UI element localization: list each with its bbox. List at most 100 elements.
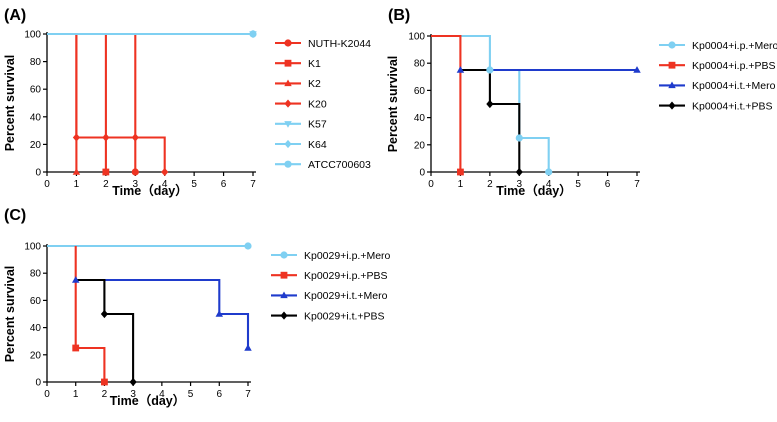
legend-label: Kp0029+i.t.+Mero — [304, 290, 388, 302]
x-tick-label: 7 — [245, 389, 251, 400]
data-point-nuth-k2044 — [131, 168, 139, 176]
legend-label: ATCC700603 — [308, 159, 371, 171]
data-point-k20 — [102, 133, 110, 142]
data-point-kp0029-i-p-pbs — [72, 344, 80, 352]
series-line-kp0004-i-t-pbs — [460, 68, 521, 172]
series-markers-k2 — [72, 168, 81, 175]
legend-entry: K20 — [275, 98, 327, 110]
x-tick-label: 3 — [133, 179, 139, 190]
data-point-kp0029-i-p-pbs — [101, 378, 108, 386]
y-tick-label: 100 — [24, 242, 41, 253]
data-point-kp0004-i-p-mero — [486, 66, 494, 74]
legend-label: K1 — [308, 58, 321, 70]
x-tick-label: 3 — [130, 389, 136, 400]
legend-swatch-marker — [284, 160, 292, 168]
y-tick-label: 40 — [30, 112, 42, 123]
legend-swatch-marker — [668, 61, 676, 69]
legend-entry: Kp0004+i.p.+PBS — [659, 60, 775, 72]
series-line-k2 — [47, 32, 78, 172]
chart-panel-1: (A) 0 20 40 60 80 100 0 1 2 3 4 5 6 7 Time（day） Percent … — [3, 7, 371, 198]
legend: NUTH-K2044 K1 K2 K20 K57 K64 ATCC700603 — [275, 38, 371, 171]
data-point-kp0004-i-t-mero — [456, 66, 465, 73]
legend-entry: K2 — [275, 78, 321, 90]
x-tick-label: 0 — [44, 179, 50, 190]
series-line-nuth-k2044 — [47, 32, 137, 172]
panel-label: (B) — [388, 7, 410, 24]
y-tick-label: 60 — [30, 296, 42, 307]
data-point-k20 — [131, 133, 139, 142]
legend-swatch-marker — [280, 311, 288, 320]
y-tick-label: 0 — [419, 168, 425, 179]
data-point-kp0029-i-t-mero — [244, 344, 252, 351]
legend-swatch-marker — [284, 99, 292, 108]
legend-swatch-marker — [280, 271, 288, 279]
x-tick-label: 7 — [250, 179, 256, 190]
x-axis-label: Time（day） — [110, 393, 186, 408]
data-point-kp0004-i-p-mero — [545, 168, 553, 176]
x-tick-label: 1 — [73, 389, 79, 400]
x-tick-label: 1 — [458, 179, 464, 190]
series-markers-k20 — [72, 133, 169, 177]
legend-label: K20 — [308, 98, 327, 110]
series-line-kp0029-i-p-pbs — [74, 246, 106, 382]
series-markers-kp0004-i-p-mero — [486, 66, 553, 176]
y-tick-label: 100 — [408, 32, 425, 43]
x-tick-label: 4 — [546, 179, 552, 190]
series-markers-kp0004-i-t-pbs — [486, 99, 523, 177]
legend-entry: K1 — [275, 58, 321, 70]
x-tick-label: 2 — [487, 179, 493, 190]
series-markers-kp0029-i-t-mero — [71, 276, 252, 351]
y-tick-label: 80 — [30, 57, 42, 68]
y-tick-label: 40 — [30, 323, 42, 334]
y-tick-label: 0 — [35, 168, 41, 179]
y-tick-label: 40 — [414, 113, 426, 124]
legend-swatch-marker — [284, 39, 292, 47]
series-line-kp0004-i-p-pbs — [431, 34, 462, 172]
data-point-kp0029-i-t-mero — [71, 276, 80, 283]
y-tick-label: 60 — [30, 85, 42, 96]
x-tick-label: 4 — [159, 389, 165, 400]
data-point-kp0029-i-p-mero — [244, 242, 252, 250]
legend-entry: Kp0029+i.p.+PBS — [271, 270, 387, 282]
y-tick-label: 60 — [414, 86, 426, 97]
legend-entry: Kp0004+i.t.+Mero — [659, 80, 776, 92]
legend-swatch-marker — [668, 41, 676, 49]
x-tick-label: 5 — [575, 179, 581, 190]
data-point-kp0029-i-t-pbs — [100, 309, 108, 319]
series-markers-kp0004-i-p-pbs — [457, 168, 464, 176]
x-tick-label: 4 — [162, 179, 168, 190]
data-point-kp0004-i-t-pbs — [515, 167, 523, 177]
legend-label: Kp0004+i.t.+PBS — [692, 100, 773, 112]
x-tick-label: 6 — [221, 179, 227, 190]
series-kp0004-i-t-pbs — [460, 68, 521, 172]
legend-swatch-marker — [284, 121, 292, 128]
legend-entry: Kp0004+i.t.+PBS — [659, 100, 773, 112]
y-axis-label: Percent survival — [3, 55, 17, 152]
series-kp0004-i-p-pbs — [431, 34, 462, 172]
legend-label: NUTH-K2044 — [308, 38, 371, 50]
legend-label: K2 — [308, 78, 321, 90]
series-markers-nuth-k2044 — [131, 168, 139, 176]
data-point-k20 — [161, 167, 169, 177]
legend-entry: ATCC700603 — [275, 159, 371, 171]
legend-entry: K57 — [275, 119, 327, 131]
legend-entry: Kp0029+i.t.+Mero — [271, 290, 388, 302]
series-k2 — [47, 32, 78, 172]
data-point-k1 — [102, 168, 110, 176]
legend-entry: K64 — [275, 139, 327, 151]
y-axis-label: Percent survival — [3, 266, 17, 363]
data-point-kp0029-i-t-mero — [215, 310, 224, 317]
y-tick-label: 80 — [414, 59, 426, 70]
legend-label: Kp0004+i.t.+Mero — [692, 80, 776, 92]
x-tick-label: 6 — [605, 179, 611, 190]
x-tick-label: 2 — [102, 389, 108, 400]
y-tick-label: 20 — [414, 140, 426, 151]
x-tick-label: 6 — [217, 389, 223, 400]
legend-label: Kp0029+i.p.+Mero — [304, 250, 391, 262]
legend-label: Kp0029+i.t.+PBS — [304, 310, 385, 322]
data-point-kp0029-i-t-pbs — [129, 377, 137, 387]
x-axis-label: Time（day） — [496, 183, 572, 198]
y-axis-label: Percent survival — [386, 56, 400, 153]
chart-panel-3: (C) 0 20 40 60 80 100 0 1 2 3 4 5 6 7 Time（day） Percent … — [3, 207, 391, 408]
data-point-k20 — [72, 133, 80, 142]
